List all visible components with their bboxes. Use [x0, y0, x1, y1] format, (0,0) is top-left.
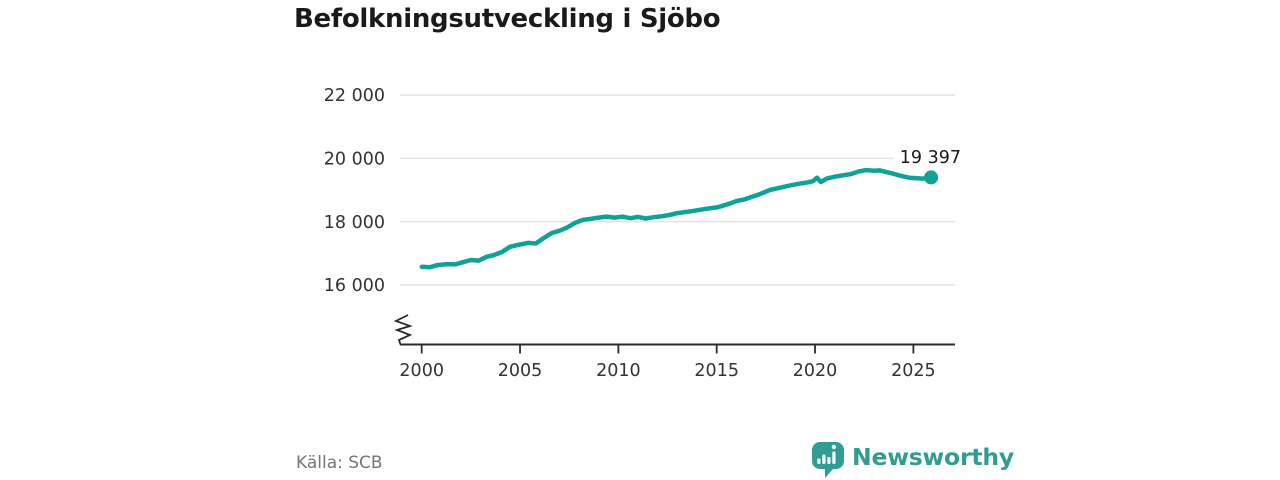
x-tick-label: 2025: [891, 361, 936, 381]
latest-point-marker: [924, 170, 939, 185]
y-tick-label: 20 000: [324, 149, 385, 169]
y-tick-label: 22 000: [324, 86, 385, 106]
x-tick-label: 2000: [399, 361, 444, 381]
logo-exclamation-dot: [831, 444, 837, 450]
x-tick-label: 2010: [596, 361, 641, 381]
newsworthy-logo: Newsworthy: [811, 441, 1014, 479]
source-caption: Källa: SCB: [296, 453, 383, 473]
chart-title: Befolkningsutveckling i Sjöbo: [294, 4, 721, 34]
logo-barchart-glyph: [817, 444, 837, 464]
x-tick-label: 2015: [694, 361, 739, 381]
x-tick-label: 2020: [793, 361, 838, 381]
latest-value-label: 19 397: [894, 148, 962, 168]
population-series-line: [419, 167, 934, 270]
y-tick-label: 16 000: [324, 276, 385, 296]
x-tick-label: 2005: [498, 361, 543, 381]
newsworthy-bubble-barchart-icon: [812, 442, 844, 478]
axis-break-icon: [393, 314, 413, 345]
newsworthy-wordmark: Newsworthy: [852, 443, 1015, 471]
y-tick-label: 18 000: [324, 213, 385, 233]
